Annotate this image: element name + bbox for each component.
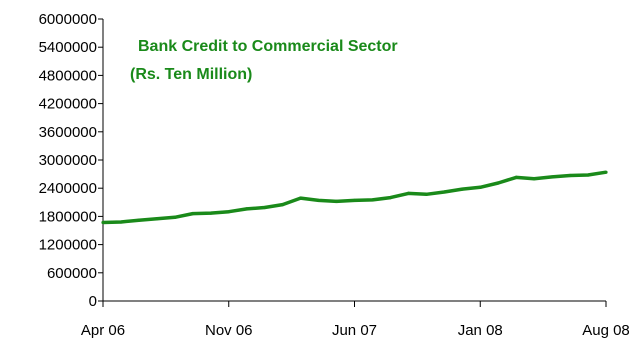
data-point (388, 196, 393, 200)
data-point (227, 210, 231, 214)
data-point (496, 181, 500, 185)
data-point (299, 196, 303, 200)
data-point (424, 192, 428, 196)
data-point (604, 170, 608, 174)
data-point (550, 175, 554, 179)
data-point (316, 198, 321, 203)
y-tick-label: 4800000 (39, 67, 97, 84)
y-ticks: 0 600000 1200000 1800000 2400000 3000000 36000… (39, 11, 103, 310)
data-point (334, 199, 339, 203)
data-point (406, 191, 410, 195)
y-tick-label: 6000000 (39, 11, 97, 28)
y-axis: 0 600000 1200000 1800000 2400000 3000000 36000… (39, 11, 104, 310)
data-point (281, 203, 285, 207)
y-tick-label: 5400000 (39, 39, 97, 56)
data-point (137, 218, 141, 222)
y-tick-label: 3600000 (39, 124, 97, 141)
x-tick-label: Apr 06 (81, 322, 125, 339)
data-point (209, 211, 213, 215)
data-point (586, 173, 590, 177)
data-point (263, 205, 267, 210)
data-point (155, 217, 159, 221)
data-point (191, 211, 195, 216)
x-tick-label: Aug 08 (582, 322, 630, 339)
y-tick-label: 1200000 (39, 237, 97, 254)
y-tick-label: 0 (89, 293, 97, 310)
y-tick-label: 4200000 (39, 96, 97, 113)
series-line (102, 170, 607, 225)
data-point (442, 190, 446, 194)
x-tick-label: Nov 06 (205, 322, 253, 339)
data-point (478, 185, 482, 189)
x-axis: Apr 06 Nov 06 Jun 07 Jan 08 Aug 08 (81, 300, 630, 339)
y-tick-label: 600000 (47, 265, 97, 282)
data-point (370, 198, 375, 202)
data-point (568, 173, 572, 178)
x-tick-label: Jun 07 (332, 322, 377, 339)
data-point (532, 177, 536, 181)
chart-subtitle: (Rs. Ten Million) (130, 66, 252, 83)
data-point (352, 198, 357, 203)
x-ticks: Apr 06 Nov 06 Jun 07 Jan 08 Aug 08 (81, 301, 630, 339)
series-points (101, 170, 608, 225)
data-point (245, 207, 249, 211)
x-tick-label: Jan 08 (458, 322, 503, 339)
data-point (119, 220, 123, 224)
data-point (514, 175, 518, 179)
data-point (460, 187, 464, 191)
y-tick-label: 3000000 (39, 152, 97, 169)
y-tick-label: 2400000 (39, 180, 97, 197)
chart-title: Bank Credit to Commercial Sector (138, 38, 398, 55)
data-point (101, 220, 105, 225)
y-tick-label: 1800000 (39, 208, 97, 225)
data-point (173, 215, 177, 219)
